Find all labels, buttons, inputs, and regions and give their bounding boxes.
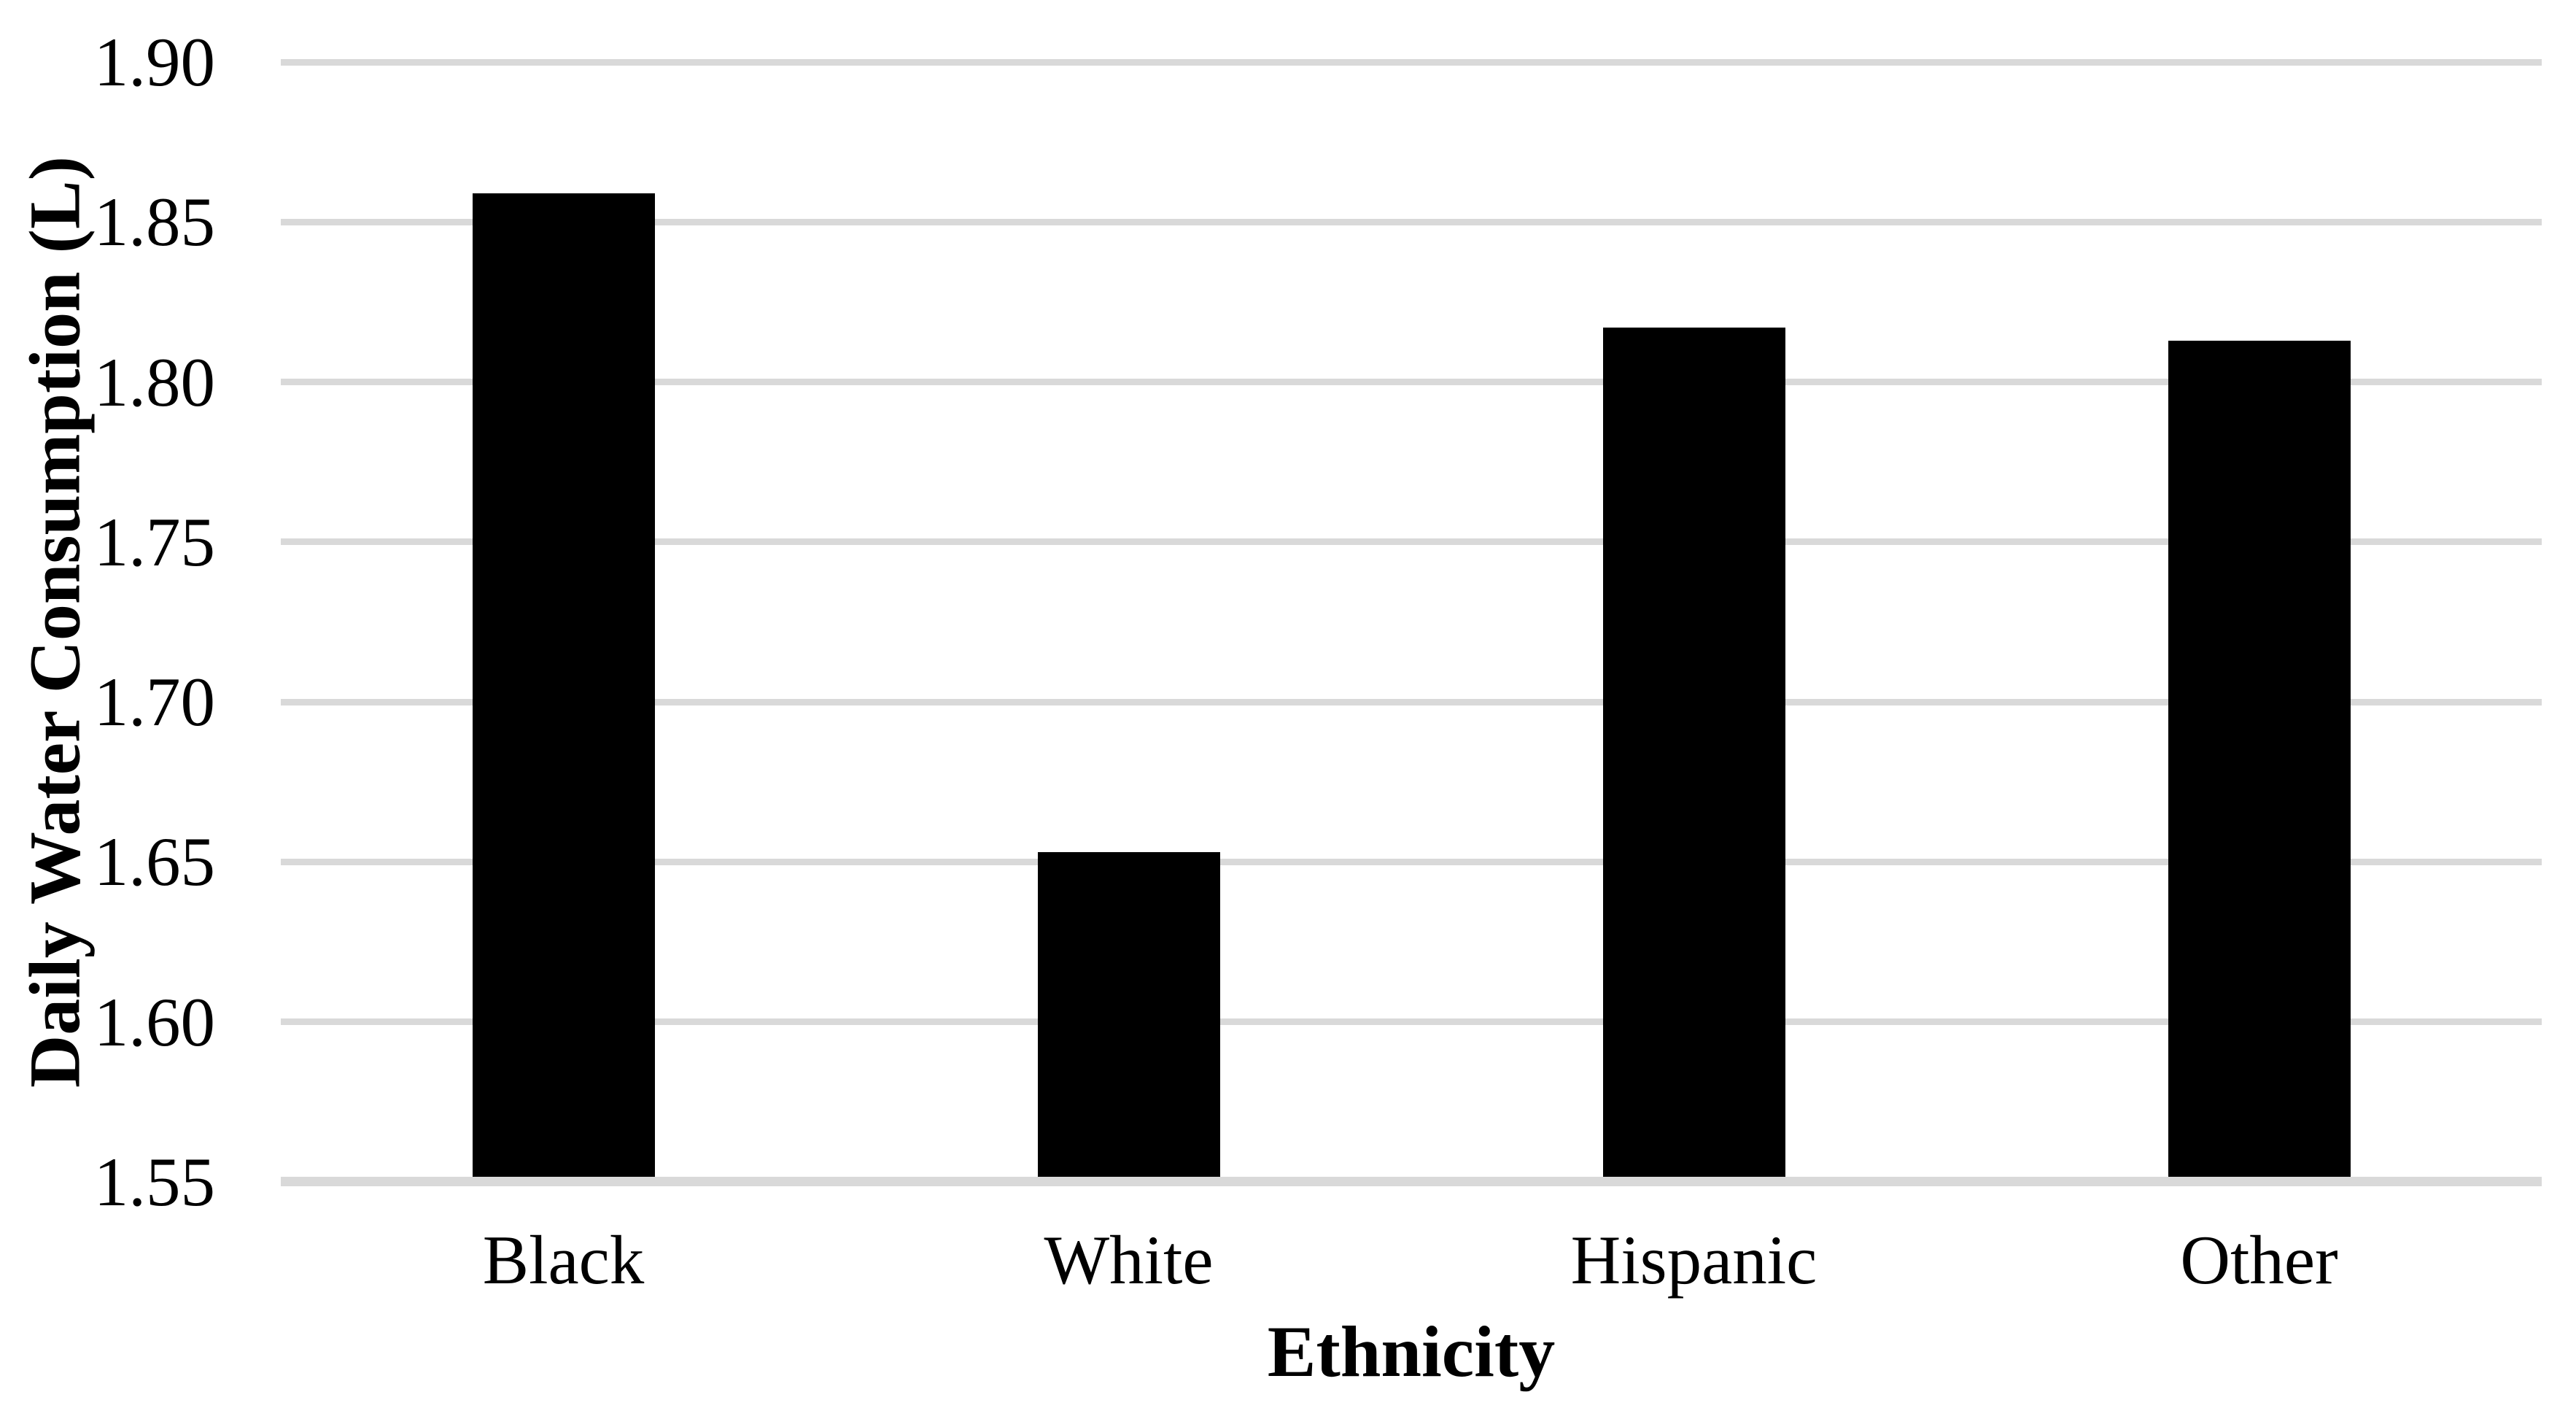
bar-black xyxy=(472,193,655,1182)
gridline-1.60 xyxy=(281,1018,2542,1026)
x-category-label-white: White xyxy=(1044,1221,1214,1299)
gridline-1.85 xyxy=(281,218,2542,225)
y-tick-label-1.80: 1.80 xyxy=(93,343,215,421)
gridline-1.75 xyxy=(281,538,2542,546)
x-category-label-hispanic: Hispanic xyxy=(1570,1221,1817,1299)
y-tick-label-1.75: 1.75 xyxy=(93,503,215,581)
bar-white xyxy=(1037,852,1220,1182)
y-tick-label-1.85: 1.85 xyxy=(93,183,215,261)
bar-other xyxy=(2168,340,2351,1182)
y-tick-label-1.60: 1.60 xyxy=(93,983,215,1061)
x-axis-title: Ethnicity xyxy=(1267,1311,1556,1392)
y-tick-label-1.90: 1.90 xyxy=(93,23,215,101)
gridline-1.70 xyxy=(281,698,2542,705)
x-category-label-black: Black xyxy=(482,1221,645,1299)
bar-hispanic xyxy=(1602,328,1785,1182)
gridline-1.90 xyxy=(281,58,2542,66)
gridline-1.80 xyxy=(281,379,2542,386)
y-tick-label-1.70: 1.70 xyxy=(93,663,215,741)
y-tick-label-1.55: 1.55 xyxy=(93,1143,215,1221)
y-tick-label-1.65: 1.65 xyxy=(93,823,215,901)
plot-area xyxy=(281,58,2542,1186)
gridline-1.65 xyxy=(281,858,2542,865)
x-category-label-other: Other xyxy=(2180,1221,2338,1299)
x-axis-line xyxy=(281,1177,2542,1186)
